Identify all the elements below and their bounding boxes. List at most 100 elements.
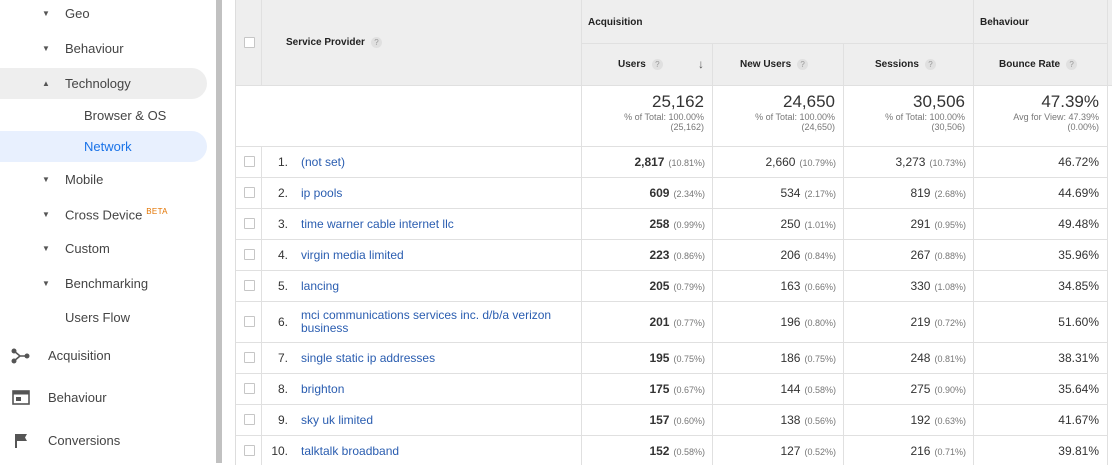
column-label: Bounce Rate?: [999, 59, 1078, 70]
nav-item-acquisition[interactable]: Acquisition: [0, 340, 207, 371]
bounce-rate-value: 41.67%: [1058, 413, 1099, 427]
nav-item-technology[interactable]: ▲ Technology: [0, 68, 207, 99]
row-checkbox[interactable]: [244, 316, 255, 327]
users-cell: [582, 240, 713, 271]
row-number: 5.: [277, 279, 288, 293]
metric-value: 291: [910, 217, 931, 231]
users-cell: [582, 374, 713, 405]
sessions-cell: [844, 436, 974, 465]
row-checkbox[interactable]: [244, 352, 255, 363]
new-users-value: 138 (0.56%): [713, 413, 836, 427]
row-checkbox[interactable]: [244, 445, 255, 456]
new-users-cell: [713, 209, 844, 240]
row-checkbox-cell: [236, 147, 262, 178]
column-header-bounce-rate[interactable]: Bounce Rate?: [974, 44, 1108, 86]
sessions-cell: [844, 405, 974, 436]
acquisition-group-label: Acquisition: [588, 17, 643, 28]
help-icon[interactable]: ?: [370, 37, 382, 48]
nav-item-label: Network: [84, 139, 132, 154]
nav-item-benchmarking[interactable]: ▼ Benchmarking: [0, 268, 207, 299]
provider-link[interactable]: single static ip addresses: [301, 351, 436, 365]
nav-item-behaviour[interactable]: ▼ Behaviour: [0, 33, 207, 64]
column-header-new-users[interactable]: New Users?: [713, 44, 844, 86]
new-users-value: 250 (1.01%): [713, 217, 836, 231]
nav-item-custom[interactable]: ▼ Custom: [0, 233, 207, 264]
nav-item-label: Geo: [65, 6, 90, 21]
sessions-value: 192 (0.63%): [844, 413, 966, 427]
bounce-rate-value: 44.69%: [1058, 186, 1099, 200]
sessions-cell: [844, 178, 974, 209]
bounce-rate-cell: [974, 343, 1108, 374]
sort-descending-icon[interactable]: ↓: [698, 57, 704, 71]
provider-link[interactable]: ip pools: [301, 186, 343, 200]
metric-value: 201: [649, 315, 670, 329]
metric-value: 186: [780, 351, 801, 365]
dimension-header[interactable]: Service Provider?: [262, 0, 582, 86]
provider-link[interactable]: talktalk broadband: [301, 444, 400, 458]
new-users-value: 534 (2.17%): [713, 186, 836, 200]
total-value: 47.39%: [1041, 92, 1099, 111]
provider-cell: [262, 209, 582, 240]
provider-link[interactable]: time warner cable internet llc: [301, 217, 454, 231]
column-header-users[interactable]: Users? ↓: [582, 44, 713, 86]
sidebar-scrollbar[interactable]: [216, 0, 222, 463]
provider-link[interactable]: brighton: [301, 382, 345, 396]
metric-value: 138: [780, 413, 801, 427]
help-icon[interactable]: ?: [1066, 59, 1078, 70]
metric-value: 157: [649, 413, 670, 427]
provider-cell: [262, 343, 582, 374]
row-checkbox[interactable]: [244, 249, 255, 260]
provider-link[interactable]: (not set): [301, 155, 346, 169]
users-value: 205 (0.79%): [582, 279, 705, 293]
sessions-value: 216 (0.71%): [844, 444, 966, 458]
nav-item-cross-device[interactable]: ▼ Cross Device BETA: [0, 199, 207, 230]
row-checkbox[interactable]: [244, 187, 255, 198]
users-cell: [582, 271, 713, 302]
acquisition-icon: [11, 348, 31, 364]
sessions-value: 275 (0.90%): [844, 382, 966, 396]
bounce-rate-value: 51.60%: [1058, 315, 1099, 329]
nav-item-behaviour-section[interactable]: Behaviour: [0, 382, 207, 413]
metric-percent: (0.77%): [673, 318, 705, 328]
row-checkbox[interactable]: [244, 414, 255, 425]
new-users-cell: [713, 178, 844, 209]
provider-link[interactable]: virgin media limited: [301, 248, 404, 262]
sidebar: ▼ Geo ▼ Behaviour ▲ Technology Browser &…: [0, 0, 216, 465]
help-icon[interactable]: ?: [651, 59, 663, 70]
new-users-value: 196 (0.80%): [713, 315, 836, 329]
metric-percent: (10.73%): [929, 158, 966, 168]
nav-item-conversions[interactable]: Conversions: [0, 425, 207, 456]
total-subtext: (0.00%): [1067, 122, 1099, 132]
column-header-sessions[interactable]: Sessions?: [844, 44, 974, 86]
users-value: 175 (0.67%): [582, 382, 705, 396]
nav-item-geo[interactable]: ▼ Geo: [0, 0, 207, 29]
metric-value: 163: [780, 279, 801, 293]
bounce-rate-cell: [974, 436, 1108, 465]
provider-link[interactable]: mci communications services inc. d/b/a v…: [301, 308, 552, 335]
row-checkbox[interactable]: [244, 383, 255, 394]
metric-percent: (0.75%): [673, 354, 705, 364]
sessions-cell: [844, 209, 974, 240]
provider-link[interactable]: sky uk limited: [301, 413, 374, 427]
column-label-text: Users: [618, 59, 646, 71]
row-checkbox[interactable]: [244, 156, 255, 167]
users-cell: [582, 405, 713, 436]
total-subtext: % of Total: 100.00%: [885, 112, 965, 122]
metric-percent: (0.90%): [934, 385, 966, 395]
metric-percent: (2.34%): [673, 189, 705, 199]
select-all-checkbox[interactable]: [244, 37, 255, 48]
help-icon[interactable]: ?: [924, 59, 936, 70]
nav-item-mobile[interactable]: ▼ Mobile: [0, 164, 207, 195]
nav-item-users-flow[interactable]: Users Flow: [0, 302, 207, 333]
row-number: 4.: [277, 248, 288, 262]
nav-item-label: Behaviour: [48, 390, 107, 405]
nav-item-browser-os[interactable]: Browser & OS: [0, 100, 207, 131]
row-checkbox[interactable]: [244, 218, 255, 229]
provider-link[interactable]: lancing: [301, 279, 340, 293]
nav-item-label: Mobile: [65, 172, 104, 187]
row-checkbox[interactable]: [244, 280, 255, 291]
metric-percent: (10.79%): [799, 158, 836, 168]
users-cell: [582, 209, 713, 240]
help-icon[interactable]: ?: [797, 59, 809, 70]
nav-item-network[interactable]: Network: [0, 131, 207, 162]
